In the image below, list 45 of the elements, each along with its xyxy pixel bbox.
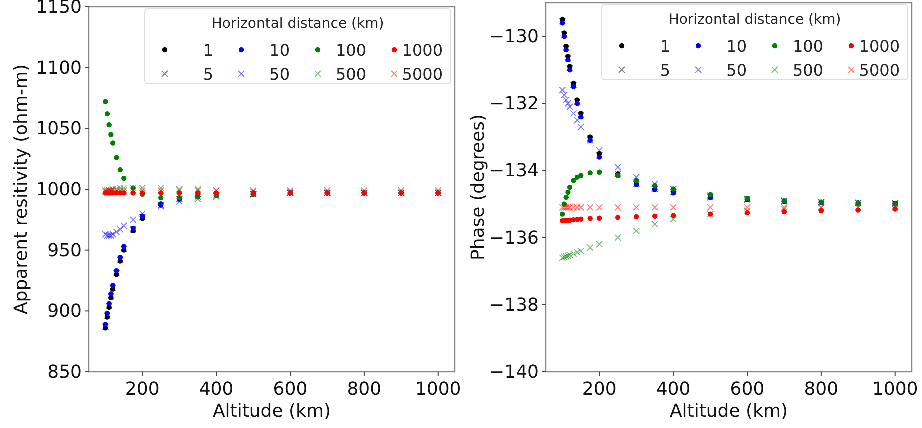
legend-label: 50 [726, 61, 747, 80]
y-tick-label: 1050 [36, 118, 82, 140]
y-tick-label: 1000 [36, 180, 82, 200]
x-axis-title: Altitude (km) [212, 401, 332, 422]
legend-label: 5000 [402, 65, 443, 84]
y-tick-label: −136 [490, 228, 539, 249]
legend-label: 5 [203, 65, 214, 84]
legend-label: 5 [660, 61, 670, 80]
legend-title: Horizontal distance (km) [212, 16, 384, 32]
y-tick-label: −138 [490, 294, 539, 316]
x-tick-label: 400 [199, 379, 234, 400]
x-tick-label: 1000 [872, 379, 918, 400]
x-tick-label: 200 [125, 379, 160, 400]
y-tick-label: −140 [490, 362, 539, 383]
y-tick-label: −132 [490, 94, 539, 115]
legend-label: 100 [336, 41, 366, 60]
legend-label: 100 [792, 37, 824, 56]
y-tick-label: −130 [490, 26, 539, 48]
legend-label: 10 [726, 37, 747, 56]
legend-label: 1 [203, 41, 214, 60]
x-tick-label: 1000 [415, 379, 462, 400]
y-tick-label: −134 [490, 160, 539, 182]
y-axis-title: Phase (degrees) [468, 114, 489, 260]
x-tick-label: 200 [582, 379, 617, 400]
x-tick-label: 600 [730, 379, 765, 400]
y-tick-label: 850 [48, 362, 82, 383]
legend-label: 1000 [402, 41, 443, 60]
y-tick-label: 1100 [36, 58, 82, 79]
legend-label: 500 [336, 65, 366, 84]
legend-label: 5000 [859, 61, 900, 80]
x-tick-label: 400 [656, 379, 691, 400]
legend-label: 50 [270, 65, 290, 84]
legend-title: Horizontal distance (km) [668, 12, 842, 28]
legend-label: 1000 [859, 37, 900, 56]
x-axis-title: Altitude (km) [670, 401, 788, 422]
legend-label: 1 [660, 37, 670, 56]
x-tick-label: 800 [804, 379, 839, 400]
x-tick-label: 600 [273, 379, 308, 400]
y-tick-label: 1150 [36, 0, 82, 18]
x-tick-label: 800 [347, 379, 382, 400]
y-tick-label: 900 [48, 301, 82, 322]
y-tick-label: 950 [48, 240, 82, 262]
legend-label: 10 [270, 41, 290, 60]
y-axis-title: Apparent resitivity (ohm-m) [11, 64, 32, 315]
legend-label: 500 [792, 61, 824, 80]
